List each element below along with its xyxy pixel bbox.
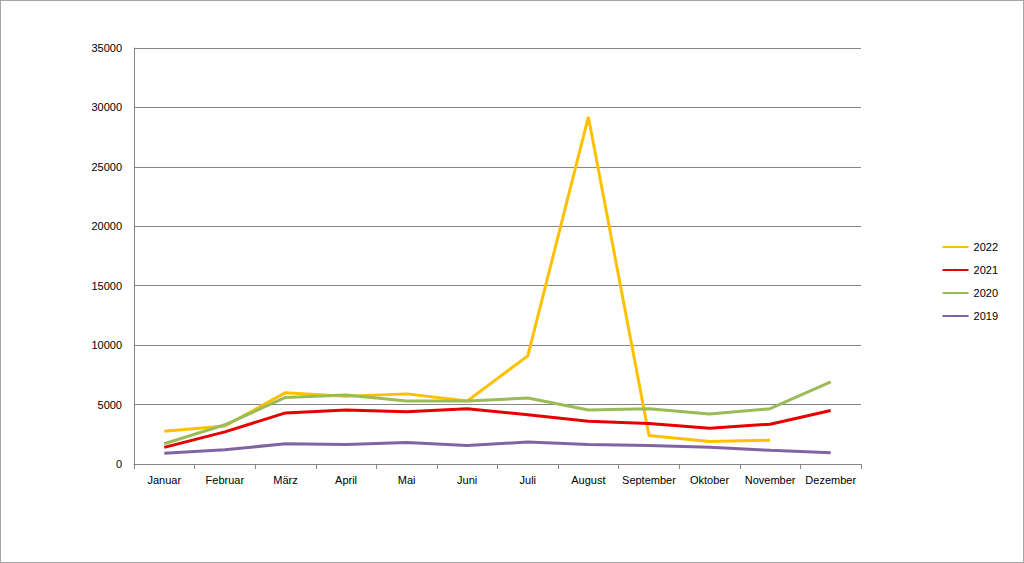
- svg-text:15000: 15000: [91, 280, 122, 292]
- svg-text:März: März: [273, 474, 297, 486]
- svg-text:August: August: [571, 474, 605, 486]
- svg-text:35000: 35000: [91, 42, 122, 54]
- svg-text:Februar: Februar: [206, 474, 245, 486]
- svg-text:Juni: Juni: [457, 474, 477, 486]
- svg-text:20000: 20000: [91, 220, 122, 232]
- svg-text:Oktober: Oktober: [690, 474, 729, 486]
- svg-text:Juli: Juli: [520, 474, 537, 486]
- svg-text:2020: 2020: [974, 287, 998, 299]
- svg-text:5000: 5000: [98, 399, 122, 411]
- svg-text:25000: 25000: [91, 161, 122, 173]
- svg-text:30000: 30000: [91, 101, 122, 113]
- svg-text:0: 0: [116, 458, 122, 470]
- svg-text:Dezember: Dezember: [805, 474, 856, 486]
- svg-text:2021: 2021: [974, 264, 998, 276]
- svg-text:2022: 2022: [974, 241, 998, 253]
- svg-text:10000: 10000: [91, 339, 122, 351]
- svg-text:September: September: [622, 474, 676, 486]
- svg-text:2019: 2019: [974, 310, 998, 322]
- svg-text:April: April: [335, 474, 357, 486]
- svg-text:Mai: Mai: [398, 474, 416, 486]
- svg-text:Januar: Januar: [147, 474, 181, 486]
- svg-text:November: November: [745, 474, 796, 486]
